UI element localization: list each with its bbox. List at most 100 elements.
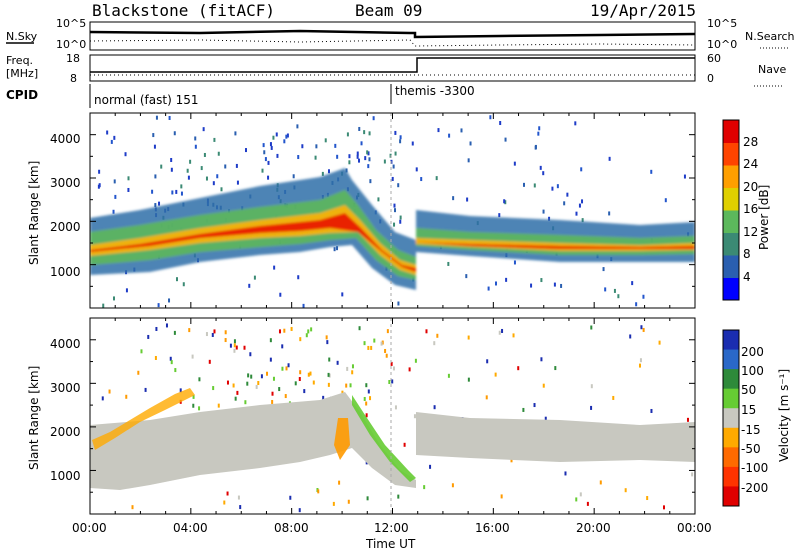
velocity-colorbar-segment [723,447,739,468]
power-speckle [466,197,469,202]
station-title: Blackstone (fitACF) [92,1,275,20]
power-cb-tick-16: 16 [743,202,758,216]
velocity-speckle [298,377,301,382]
power-speckle [542,171,545,176]
power-speckle [553,282,556,287]
power-speckle [186,168,189,173]
x-axis: 00:00 04:00 08:00 12:00 16:00 20:00 00:0… [72,521,712,551]
x-tick-3: 12:00 [374,521,409,535]
velocity-speckle [269,338,272,343]
velocity-speckle [125,394,128,399]
power-speckle [127,187,130,192]
power-speckle [110,139,113,144]
power-speckle [151,189,154,194]
power-speckle [551,186,554,191]
freq-line [90,57,695,73]
power-colorbar: 4 8 12 16 20 24 28 Power [dB] [722,119,771,301]
velocity-speckle [305,333,308,338]
power-speckle [124,152,127,157]
velocity-speckle [299,337,302,342]
power-speckle [613,288,616,293]
velocity-speckle [544,416,547,421]
power-speckle [513,260,516,265]
velocity-colorbar: 200 100 50 15 -15 -50 -100 -200 Velocity… [722,329,791,507]
power-speckle [262,143,265,148]
power-speckle [420,177,423,182]
power-speckle [368,131,371,136]
velocity-speckle [485,395,488,400]
power-speckle [234,131,237,136]
velocity-colorbar-segment [723,369,739,390]
power-speckle [504,200,507,205]
power-speckle [487,286,490,291]
velocity-speckle [394,405,397,410]
velocity-speckle [522,407,525,412]
power-speckle [187,175,190,180]
velocity-cb-label: Velocity [m s⁻¹] [777,369,791,462]
power-speckle [393,203,396,208]
velocity-speckle [271,399,274,404]
velocity-speckle [271,391,274,396]
power-speckle [391,176,394,181]
velocity-speckle [328,357,331,362]
velocity-speckle [269,357,272,362]
velocity-speckle [658,340,661,345]
velocity-speckle [486,359,489,364]
power-speckle [297,275,300,280]
power-speckle [397,183,400,188]
power-speckle [437,128,440,133]
power-y-axis: 1000 2000 3000 4000 Slant Range [km] [27,132,81,279]
power-speckle [113,135,116,140]
vel-cb-tick-200: 200 [741,345,764,359]
cpid-mode-1: normal (fast) 151 [94,93,198,107]
power-speckle [664,198,667,203]
freq-tick-lo: 8 [70,72,77,85]
power-speckle [336,154,339,159]
velocity-speckle [155,326,158,331]
velocity-speckle [192,394,195,399]
velocity-speckle [234,396,237,401]
power-speckle [394,151,397,156]
power-speckle [276,153,279,158]
velocity-speckle [217,403,220,408]
power-speckle [253,275,256,280]
power-y-tick-1000: 1000 [50,265,81,279]
power-speckle [399,219,402,224]
velocity-speckle [638,363,641,368]
power-speckle [499,121,502,126]
velocity-speckle [370,345,373,350]
power-speckle [264,157,267,162]
velocity-speckle [642,327,645,332]
power-speckle [273,265,276,270]
velocity-speckle [278,387,281,392]
vel-cb-tick-m200: -200 [741,481,768,495]
velocity-speckle [223,500,226,505]
power-speckle [635,302,638,307]
velocity-speckle [191,354,194,359]
velocity-speckle [244,400,247,405]
velocity-speckle [540,357,543,362]
velocity-speckle [294,381,297,386]
velocity-speckle [232,383,235,388]
power-speckle [393,222,396,227]
velocity-speckle [285,366,288,371]
nave-tick-hi: 60 [707,52,721,65]
velocity-speckle [498,330,501,335]
velocity-speckle [137,370,140,375]
power-speckle [642,294,645,299]
power-speckle [581,199,584,204]
velocity-speckle [173,330,176,335]
velocity-green-trail [352,395,416,482]
noise-left-tick-lo: 10^0 [56,38,86,51]
velocity-speckle [429,464,432,469]
velocity-colorbar-segment [723,427,739,448]
power-speckle [447,261,450,266]
velocity-speckle [494,372,497,377]
power-speckle [345,168,348,173]
velocity-speckle [144,387,147,392]
velocity-speckle [586,501,589,506]
power-speckle [563,201,566,206]
power-speckle [566,192,569,197]
power-speckle [368,157,371,162]
velocity-speckle [533,403,536,408]
